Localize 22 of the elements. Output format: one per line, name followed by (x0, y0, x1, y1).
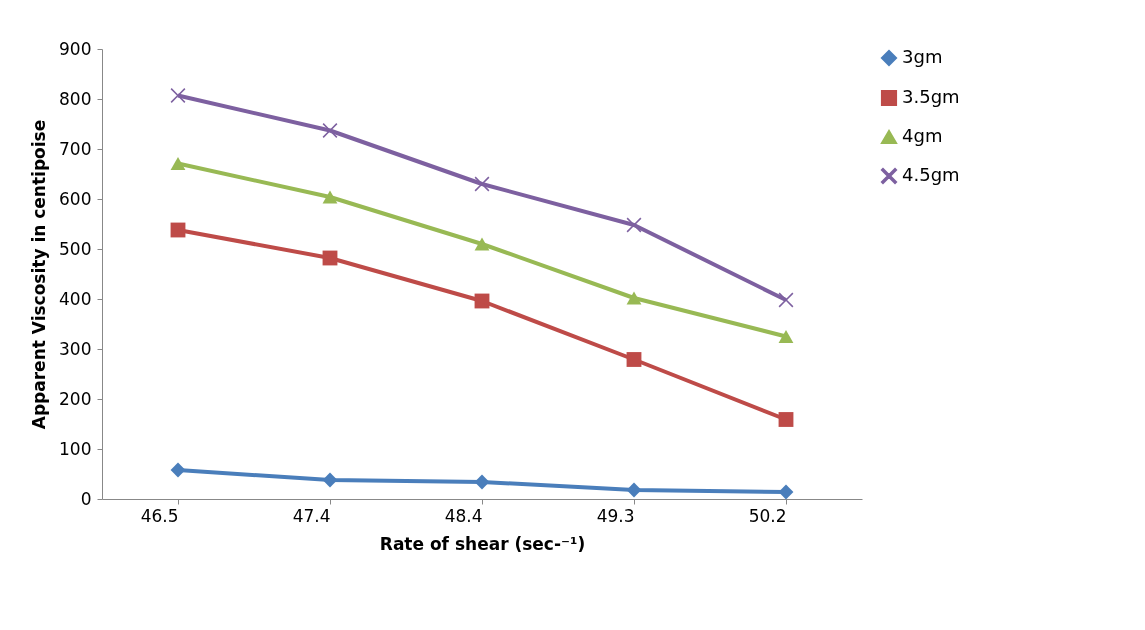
x-tick-label: 50.2 (748, 505, 787, 526)
y-tick-label: 0 (80, 488, 92, 509)
y-tick-label: 800 (59, 88, 92, 109)
x-tick-label: 49.3 (596, 505, 635, 526)
x-axis-title: Rate of shear (sec-⁻¹) (379, 533, 586, 554)
y-tick-label: 300 (59, 338, 92, 359)
legend-label: 4gm (902, 125, 943, 146)
y-tick-label: 700 (59, 138, 92, 159)
y-tick-label: 600 (59, 188, 92, 209)
y-tick-label: 100 (59, 438, 92, 459)
x-tick-label: 48.4 (444, 505, 483, 526)
legend-label: 3gm (902, 46, 943, 67)
y-tick-label: 500 (59, 238, 92, 259)
y-tick-label: 200 (59, 388, 92, 409)
y-tick-label: 400 (59, 288, 92, 309)
x-tick-label: 47.4 (292, 505, 331, 526)
legend-label: 3.5gm (902, 86, 960, 107)
legend-label: 4.5gm (902, 164, 960, 185)
y-axis-title: Apparent Viscosity in centipoise (29, 119, 50, 430)
x-tick-label: 46.5 (140, 505, 179, 526)
y-tick-label: 900 (59, 38, 92, 59)
point (778, 292, 794, 308)
